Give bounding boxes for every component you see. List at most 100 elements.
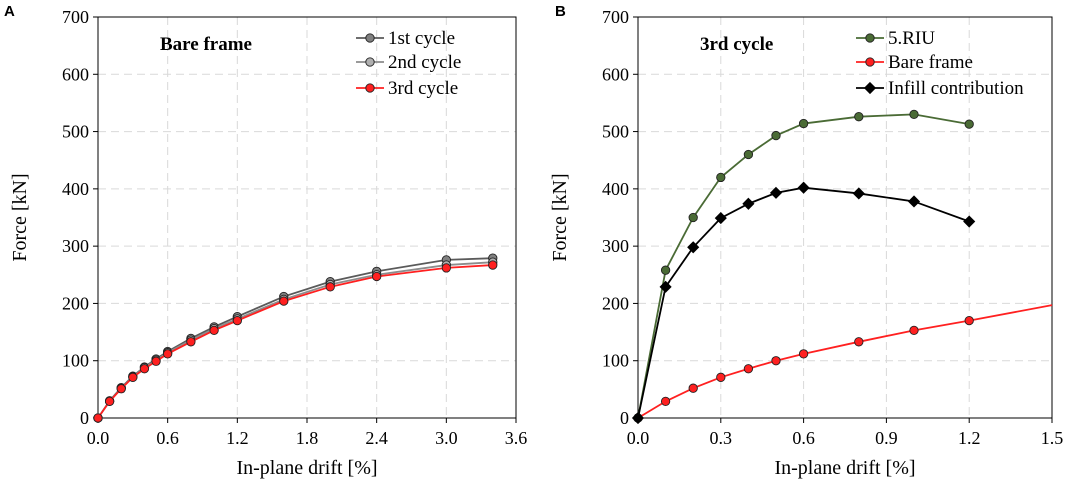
panel-b-series-5-riu-point [798,118,809,129]
panel-a-ytick-label: 200 [62,293,89,313]
panel-b-ytick-label: 600 [602,64,629,84]
panel-a-series-3rd-cycle-point [104,396,115,407]
panel-a-xtick-label: 1.8 [296,428,319,448]
panel-b-series-bare-frame-point [909,325,919,336]
panel-b-series-bare-frame-line [637,304,1053,419]
panel-a-series-3rd-cycle-point [116,384,126,394]
panel-a-title: Bare frame [160,34,252,55]
panel-b-series-bare-frame-point [716,372,726,382]
panel-b-series-infill-contribution-point [963,215,976,228]
panel-a-xtick-label: 1.2 [226,428,249,448]
panel-a-ytick-label: 500 [62,122,89,142]
panel-a-ytick-label: 400 [62,179,89,199]
panel-a-xtick-label: 0.0 [87,428,110,448]
panel-b-series-infill-contribution-line [637,186,970,419]
panel-a-legend-1st-cycle-marker [365,33,375,43]
panel-a-legend-2nd-cycle-marker [365,57,375,67]
panel-a-series-3rd-cycle-point [488,260,498,270]
panel-b-xlabel: In-plane drift [%] [774,457,915,479]
panel-a-series-3rd-cycle-point [128,372,138,382]
panel-b-series-bare-frame-point [743,364,754,374]
panel-b-ytick-label: 700 [602,7,629,27]
panel-b-xtick-label: 0.9 [875,428,898,448]
panel-a-series-3rd-cycle-point [93,413,103,423]
panel-a-series-3rd-cycle-point [139,364,150,374]
panel-a-ytick-label: 100 [62,351,89,371]
panel-b-series-infill-contribution-point [907,195,921,208]
panel-a-xtick-label: 3.6 [505,428,528,448]
panel-b-ytick-label: 500 [602,122,629,142]
panel-b-legend-bare-frame-label: Bare frame [888,52,973,73]
panel-a-series-3rd-cycle-point [325,282,335,292]
panel-b-legend-5-riu-marker [865,33,875,43]
panel-a-legend-2nd-cycle-label: 2nd cycle [388,52,461,73]
panel-b-ytick-label: 300 [602,236,629,256]
panel-a-series-3rd-cycle-point [441,263,451,273]
panel-b-series-5-riu-point [716,172,726,183]
panel-a-series-3rd-cycle-point [279,296,289,306]
panel-b-ytick-label: 200 [602,293,629,313]
panel-a-series-3rd-cycle-point [209,325,219,336]
panel-b-series-infill-contribution-point [742,197,755,210]
panel-a-ytick-label: 0 [80,408,89,428]
panel-a-series-3rd-cycle-point [372,271,382,282]
panel-a-series-1st-cycle-line [97,257,493,419]
panel-b-series-5-riu-line [637,113,970,419]
panel-b-plot-frame [637,16,1053,419]
panel-a-xtick-label: 3.0 [435,428,458,448]
panel-a-series-3rd-cycle-line [97,264,493,419]
panel-b-ylabel: Force [kN] [549,173,571,261]
panel-b-series-5-riu-point [771,130,781,141]
panel-b-series-infill-contribution-point [769,186,783,199]
panel-b-series-bare-frame-point [854,337,864,347]
panel-a-ytick-label: 300 [62,236,89,256]
panel-b-series-5-riu-point [909,109,919,120]
panel-b-legend-bare-frame-marker [865,57,875,67]
panel-a-series-3rd-cycle-point [163,349,173,359]
panel-b-ytick-label: 0 [620,408,629,428]
panel-b-series-5-riu-point [660,265,671,275]
panel-a-series-3rd-cycle-point [151,356,161,366]
panel-b-xtick-label: 1.5 [1041,428,1064,448]
panel-b-xtick-label: 1.2 [958,428,981,448]
panel-a-series-2nd-cycle-line [97,261,493,419]
panel-b-series-bare-frame-point [771,356,781,366]
panel-b-series-5-riu-point [688,212,698,223]
panel-a-xtick-label: 2.4 [365,428,388,448]
panel-a-ytick-label: 700 [62,7,89,27]
panel-b-legend-infill-contribution-label: Infill contribution [888,78,1024,99]
panel-a-series-3rd-cycle-point [186,337,196,347]
panel-b-series-infill-contribution-point [852,187,865,200]
panel-b-title: 3rd cycle [700,34,773,55]
panel-b-series-infill-contribution-point [659,280,672,293]
panel-b-series-infill-contribution-point [687,241,700,254]
panel-a-letter: A [4,3,15,20]
panel-b-legend-infill-contribution-marker [863,81,877,95]
panel-a-legend-1st-cycle-label: 1st cycle [388,28,455,49]
panel-a-legend-3rd-cycle-marker [365,83,375,93]
panel-b-xtick-label: 0.6 [792,428,815,448]
panel-b-series-infill-contribution-point [797,181,810,194]
panel-b-ytick-label: 400 [602,179,629,199]
panel-b-series-5-riu-point [854,112,864,122]
panel-b-series-5-riu-point [743,149,754,160]
panel-b-series-5-riu-point [964,119,974,129]
panel-a-xtick-label: 0.6 [156,428,179,448]
panel-a-ytick-label: 600 [62,64,89,84]
panel-b-series-bare-frame-point [688,383,698,393]
panel-b-series-bare-frame-point [964,315,974,326]
panel-a-xlabel: In-plane drift [%] [236,457,377,479]
panel-b-legend-5-riu-label: 5.RIU [888,28,935,49]
panel-a-ylabel: Force [kN] [9,173,31,261]
panel-b-series-bare-frame-point [660,396,671,407]
panel-b-xtick-label: 0.3 [710,428,733,448]
panel-b-series-infill-contribution-point [631,411,645,425]
panel-a-legend-3rd-cycle-label: 3rd cycle [388,78,458,99]
panel-a-series-3rd-cycle-point [232,315,242,326]
panel-b-ytick-label: 100 [602,351,629,371]
panel-b-xtick-label: 0.0 [627,428,650,448]
panel-b-series-bare-frame-point [798,349,809,359]
panel-b-series-infill-contribution-point [714,212,727,225]
panel-b-letter: B [555,3,566,20]
